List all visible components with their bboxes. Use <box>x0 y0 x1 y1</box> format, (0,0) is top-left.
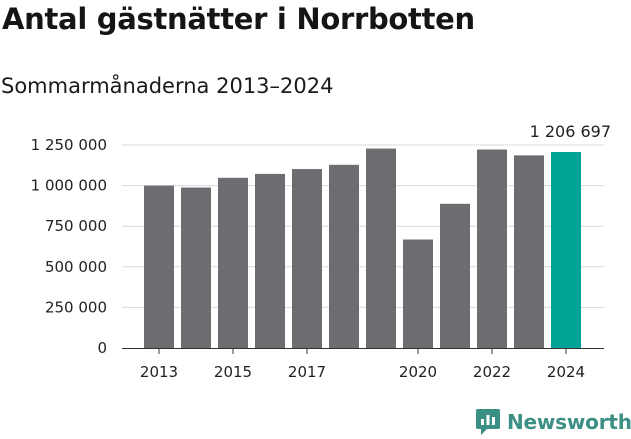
bar-highlight <box>551 152 581 348</box>
x-tick-label: 2022 <box>473 363 511 381</box>
bar <box>292 169 322 348</box>
y-tick-label: 1 000 000 <box>31 177 107 195</box>
newsworthy-logo-icon <box>476 409 500 435</box>
y-tick-label: 250 000 <box>45 298 107 316</box>
brand-logo: Newsworthy <box>475 407 631 437</box>
bar <box>218 177 248 348</box>
bars <box>144 148 581 348</box>
x-tick-label: 2020 <box>399 363 437 381</box>
bar <box>403 239 433 348</box>
bar <box>144 185 174 348</box>
x-tick-label: 2015 <box>214 363 252 381</box>
chart-subtitle: Sommarmånaderna 2013–2024 <box>1 74 334 98</box>
bar <box>440 203 470 348</box>
chart-title: Antal gästnätter i Norrbotten <box>2 2 475 36</box>
y-tick-label: 1 250 000 <box>31 136 107 154</box>
bar <box>366 148 396 348</box>
y-tick-label: 500 000 <box>45 258 107 276</box>
bar <box>181 187 211 348</box>
bar <box>514 155 544 348</box>
x-tick-label: 2017 <box>288 363 326 381</box>
bar <box>329 164 359 348</box>
x-tick-label: 2013 <box>140 363 178 381</box>
x-axis-tick-labels: 2013 2015 2017 2020 2022 2024 <box>140 348 585 381</box>
y-tick-label: 0 <box>97 339 107 357</box>
highlight-value-label: 1 206 697 <box>530 122 611 141</box>
x-tick-label: 2024 <box>547 363 585 381</box>
bar <box>255 173 285 348</box>
value-annotations: 1 206 697 <box>530 122 611 141</box>
y-tick-label: 750 000 <box>45 217 107 235</box>
bar <box>477 149 507 348</box>
brand-name: Newsworthy <box>507 410 631 434</box>
y-axis-tick-labels: 0 250 000 500 000 750 000 1 000 000 1 250 000 <box>31 136 107 357</box>
bar-chart: 0 250 000 500 000 750 000 1 000 000 1 250 000… <box>31 122 611 381</box>
